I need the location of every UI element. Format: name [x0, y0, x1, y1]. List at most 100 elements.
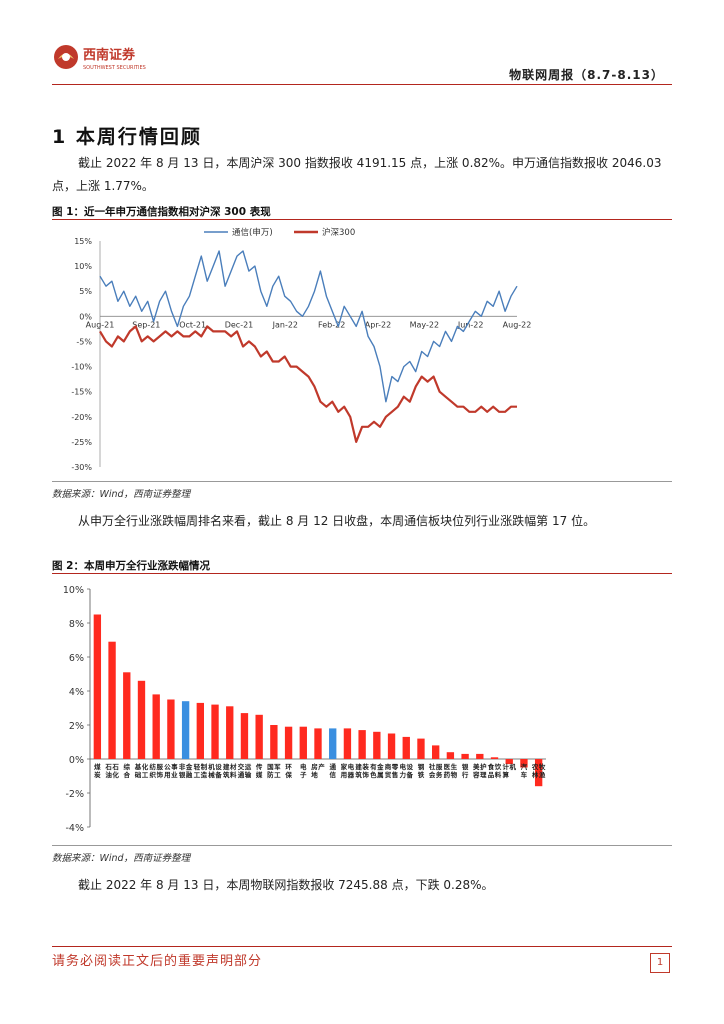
y-tick-label: 4% — [69, 687, 84, 698]
bar-5 — [167, 699, 175, 759]
bar-chart: 10% 8% 6% 4% 2% 0% -2% -4% 煤炭石油石化综合基础化工纺织服饰公用事业非… — [63, 585, 546, 834]
bar-30 — [534, 759, 543, 787]
x-category-label: 环保 — [284, 763, 292, 779]
x-category-label: 传媒 — [255, 762, 263, 779]
bar-28 — [505, 759, 513, 765]
figure1-title: 图 1：近一年申万通信指数相对沪深 300 表现 — [52, 206, 271, 218]
series-line-csi300 — [99, 325, 517, 443]
x-tick-label: Feb-22 — [318, 320, 345, 329]
x-category-label: 食品饮料 — [487, 762, 502, 779]
bar-6 — [181, 701, 190, 759]
bar-3 — [137, 680, 146, 759]
x-tick-label: Aug-21 — [86, 320, 115, 329]
footer-disclaimer: 请务必阅读正文后的重要声明部分 — [52, 954, 263, 969]
figure1-source: 数据来源：Wind，西南证券整理 — [52, 489, 191, 500]
bar-9 — [226, 706, 234, 759]
paragraph-1: 截止 2022 年 8 月 13 日，本周沪深 300 指数报收 4191.15… — [52, 156, 662, 193]
bar-18 — [358, 730, 366, 759]
x-category-label: 商贸零售 — [385, 762, 399, 779]
bar-0 — [93, 614, 102, 759]
report-title: 物联网周报（8.7-8.13） — [509, 68, 664, 82]
figure2-bottom-rule — [52, 845, 672, 846]
y-tick-label: -25% — [71, 438, 92, 447]
x-category-label: 电子 — [300, 762, 307, 779]
y-tick-label: 5% — [79, 287, 92, 296]
bar-17 — [343, 728, 352, 759]
figure2-chart: 10% 8% 6% 4% 2% 0% -2% -4% 煤炭 石油石化 综合 基础化工 纺织服饰 公用事业非… — [52, 577, 672, 847]
figure1-bottom-rule — [52, 481, 672, 482]
x-category-label: 纺织服饰 — [149, 762, 163, 779]
bar-25 — [461, 753, 469, 759]
bar-13 — [284, 726, 293, 759]
bar-20 — [387, 733, 396, 759]
y-tick-label: 6% — [69, 653, 84, 664]
section-number: 1 — [52, 126, 68, 148]
bar-26 — [476, 753, 484, 759]
bar-15 — [314, 728, 322, 759]
x-tick-label: Sep-21 — [132, 320, 160, 329]
bar-21 — [402, 736, 410, 759]
bar-23 — [432, 745, 440, 759]
y-tick-label: -5% — [76, 337, 92, 346]
series-line-telecom — [99, 250, 518, 403]
line-chart: 15% 10% 5% 0% -5% -10% -15% -20% -25% -30% Aug-21 S… — [71, 227, 532, 472]
bar-12 — [270, 725, 278, 759]
x-tick-label: Apr-22 — [365, 320, 391, 329]
x-category-label: 美容护理 — [472, 762, 487, 779]
section-title-text: 本周行情回顾 — [75, 126, 202, 148]
x-category-label: 房地产 — [311, 762, 325, 779]
y-tick-label: 10% — [74, 262, 92, 271]
x-category-label: 农林牧渔 — [531, 762, 546, 779]
bar-14 — [299, 726, 307, 759]
page-number: 1 — [650, 953, 670, 973]
bar-11 — [255, 714, 263, 759]
x-tick-label: Jan-22 — [272, 320, 298, 329]
x-category-label: 社会服务 — [429, 762, 443, 779]
x-category-label: 基础化工 — [134, 762, 149, 779]
figure2-title: 图 2：本周申万全行业涨跌幅情况 — [52, 560, 210, 572]
bar-1 — [108, 641, 116, 759]
x-tick-label: Aug-22 — [503, 320, 532, 329]
x-category-label: 通信 — [329, 762, 336, 779]
bar-24 — [446, 752, 455, 759]
x-category-label: 机械设备 — [208, 762, 222, 779]
x-tick-label: May-22 — [410, 320, 439, 329]
y-tick-label: -2% — [66, 789, 85, 800]
y-tick-label: -30% — [71, 463, 92, 472]
x-category-label: 煤炭 — [94, 762, 101, 779]
y-tick-label: 15% — [74, 237, 92, 246]
company-logo: 西南证券 SOUTHWEST SECURITIES — [52, 40, 152, 74]
bar-22 — [417, 738, 425, 759]
paragraph-3: 截止 2022 年 8 月 13 日，本周物联网指数报收 7245.88 点，下… — [78, 878, 494, 892]
y-tick-label: -10% — [71, 363, 92, 372]
x-category-label: 轻工制造 — [194, 762, 208, 779]
paragraph-2: 从申万全行业涨跌幅周排名来看，截止 8 月 12 日收盘，本周通信板块位列行业涨… — [78, 514, 596, 528]
figure2-top-rule — [52, 573, 672, 574]
footer-divider — [52, 946, 672, 947]
bar-27 — [490, 757, 499, 759]
y-tick-label: 8% — [69, 619, 84, 630]
figure1-chart: 15% 10% 5% 0% -5% -10% -15% -20% -25% -30% Aug-21 S… — [52, 221, 672, 483]
bar-16 — [329, 728, 337, 759]
x-tick-label: Oct-21 — [179, 320, 206, 329]
bar-2 — [123, 672, 131, 759]
legend-label: 沪深300 — [322, 227, 355, 238]
bar-29 — [520, 759, 528, 768]
y-tick-label: 2% — [69, 721, 84, 732]
figure2-source: 数据来源：Wind，西南证券整理 — [52, 853, 191, 864]
company-name-en: SOUTHWEST SECURITIES — [83, 65, 146, 71]
y-tick-label: 0% — [69, 755, 84, 766]
x-category-label: 医药生物 — [444, 762, 458, 779]
x-tick-label: Jun-22 — [457, 320, 484, 329]
section-title: 1 本周行情回顾 — [52, 122, 202, 149]
bar-19 — [373, 731, 381, 759]
x-category-label: 建筑材料 — [222, 762, 237, 779]
figure1-top-rule — [52, 219, 672, 220]
x-category-label: 非银金融 — [179, 762, 193, 779]
x-category-label: 银行 — [461, 762, 469, 779]
x-category-label: 有色金属 — [370, 762, 384, 779]
x-category-label: 国防军工 — [267, 762, 281, 779]
x-category-label: 汽车 — [521, 762, 528, 779]
y-tick-label: 10% — [63, 585, 84, 596]
y-tick-label: -4% — [66, 823, 85, 834]
